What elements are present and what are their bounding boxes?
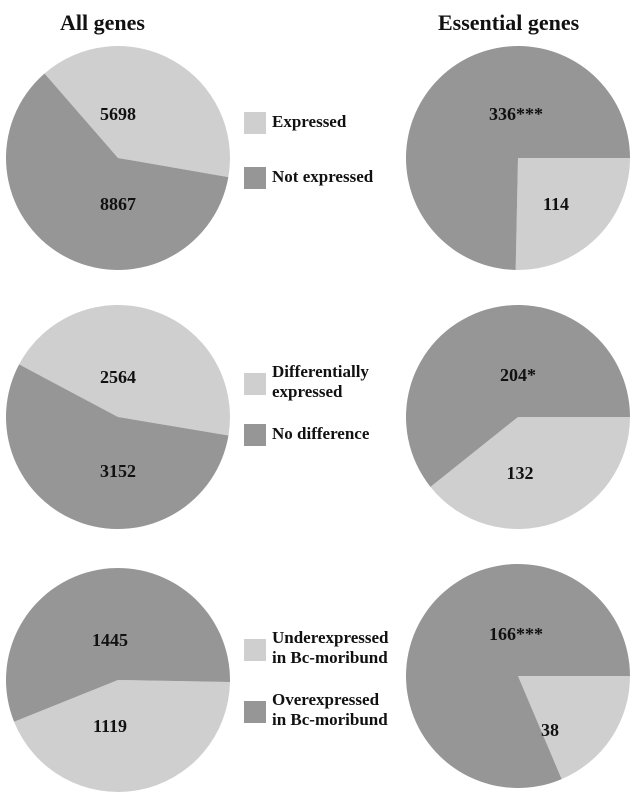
legend-swatch-dark [244,701,266,723]
legend-swatch-light [244,112,266,134]
pie-slice-dark [406,46,630,270]
pie-chart-row3-all-genes: 1119 1445 [5,567,230,792]
legend-swatch-light [244,639,266,661]
pie-chart-row3-essential-genes: 38 166*** [406,564,630,789]
pie-slice-label-dark: 8867 [100,194,136,214]
pie-slice-label-dark: 336*** [489,104,543,124]
pie-slice-label-dark: 204* [500,365,536,385]
legend-label-line: No difference [272,424,370,443]
pie-slice-dark [5,567,230,722]
legend-label: Differentially expressed [272,362,369,402]
legend-label: Underexpressed in Bc-moribund [272,628,389,668]
pie-slice-label-dark: 1445 [92,630,128,650]
pie-slice-label-light: 132 [507,463,534,483]
pie-chart-row1-essential-genes: 114 336*** [406,46,630,271]
pie-slice-light [19,305,230,436]
legend-label-line: Differentially [272,362,369,381]
pie-slice-light [430,417,630,530]
legend-label-line: in Bc-moribund [272,648,388,667]
legend-label: Not expressed [272,167,373,187]
pie-chart-row2-all-genes: 2564 3152 [5,305,230,530]
pie-slice-light [14,680,230,792]
legend-label: Expressed [272,112,346,132]
legend-label: Overexpressed in Bc-moribund [272,690,388,730]
pie-slice-dark [406,564,630,789]
all-genes-column-title: All genes [60,10,145,35]
pie-slice-dark [5,73,229,270]
legend-label-line: Underexpressed [272,628,389,647]
essential-genes-column-title: Essential genes [438,10,580,35]
legend-swatch-dark [244,424,266,446]
pie-slice-label-light: 5698 [100,104,136,124]
pie-slice-label-light: 38 [541,720,559,740]
pie-chart-row2-essential-genes: 132 204* [406,305,630,530]
pie-slice-label-light: 2564 [100,367,136,387]
pie-slice-label-light: 1119 [93,716,127,736]
pie-slice-light [518,676,630,780]
pie-slice-label-dark: 166*** [489,624,543,644]
pie-slice-dark [5,364,229,530]
legend-label-line: in Bc-moribund [272,710,388,729]
pie-slice-label-light: 114 [543,194,569,214]
pie-slice-light [515,158,630,271]
legend-label-line: Expressed [272,112,347,131]
legend-label-line: Overexpressed [272,690,380,709]
pie-slice-dark [406,305,630,487]
legend-label-line: expressed [272,382,343,401]
pie-chart-row1-all-genes: 5698 8867 [5,45,230,270]
pie-slice-label-dark: 3152 [100,461,136,481]
legend-swatch-light [244,373,266,395]
legend-label-line: Not expressed [272,167,374,186]
legend-swatch-dark [244,167,266,189]
pie-slice-light [44,45,230,178]
legend-label: No difference [272,424,369,444]
